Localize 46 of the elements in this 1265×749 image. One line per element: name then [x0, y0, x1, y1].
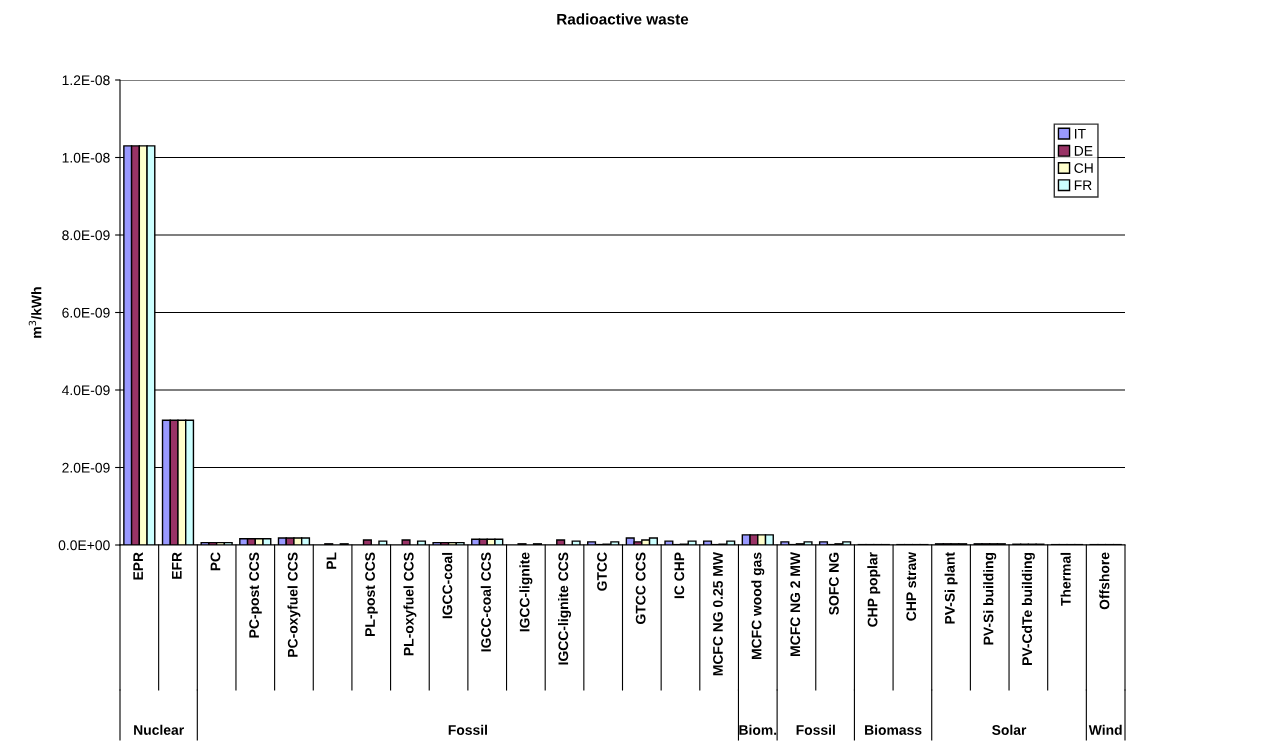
y-tick-label: 8.0E-09	[62, 230, 110, 241]
text: Wind	[1088, 724, 1122, 735]
y-tick-label: 1.0E-08	[62, 152, 110, 163]
x-tick-label: EFR	[172, 552, 182, 579]
x-tick-label: PC-oxyfuel CCS	[287, 552, 301, 657]
text: Fossil	[448, 724, 487, 735]
x-tick-label: PL	[326, 552, 337, 569]
x-tick-label: PL-oxyfuel CCS	[403, 552, 417, 656]
y-tick-label: 2.0E-09	[62, 462, 110, 473]
x-tick-label: IGCC-coal CCS	[480, 552, 491, 652]
x-tick-label: MCFC NG 2 MW	[790, 551, 801, 656]
legend-label: CH	[1074, 163, 1093, 173]
text: Solar	[992, 724, 1027, 735]
x-tick-label: PC-post CCS	[249, 552, 262, 638]
legend-label: IT	[1075, 128, 1086, 139]
x-tick-label: PV-CdTe building	[1021, 552, 1035, 665]
text: Biom.	[739, 724, 777, 735]
x-tick-label: IC CHP	[674, 552, 685, 599]
chart-title: Radioactive waste	[557, 13, 689, 25]
x-tick-label: PV-Si building	[983, 552, 997, 645]
x-tick-label: Offshore	[1099, 552, 1110, 610]
y-axis-title: m$^{3}$/kWh	[28, 287, 42, 338]
x-tick-label: Thermal	[1060, 552, 1071, 606]
x-tick-label: SOFC NG	[828, 552, 839, 615]
x-tick-label: PV-Si plant	[944, 552, 958, 624]
y-tick-label: 0.0E+00	[58, 540, 110, 551]
y-tick-label: 6.0E-09	[62, 307, 110, 318]
x-tick-label: PC	[210, 552, 221, 571]
x-tick-label: IGCC-coal	[442, 552, 453, 619]
text: Fossil	[796, 724, 835, 735]
y-tick-label: 1.2E-08	[62, 75, 110, 86]
x-tick-label: IGCC-lignite	[519, 552, 533, 632]
x-tick-label: MCFC wood gas	[751, 552, 765, 660]
x-tick-label: GTCC	[597, 552, 607, 591]
y-tick-label: 4.0E-09	[61, 385, 110, 396]
x-tick-label: GTCC CCS	[635, 552, 646, 624]
x-tick-label: PL-post CCS	[365, 552, 378, 636]
x-tick-label: IGCC-lignite CCS	[558, 552, 572, 665]
text: Nuclear	[134, 724, 184, 735]
x-tick-label: CHP straw	[906, 551, 917, 621]
text: Biomass	[865, 724, 922, 735]
x-tick-label: EPR	[133, 552, 143, 580]
x-tick-label: CHP poplar	[867, 552, 881, 627]
legend-label: DE	[1074, 146, 1093, 156]
legend-label: FR	[1074, 180, 1092, 191]
x-tick-label: MCFC NG 0.25 MW	[713, 551, 723, 676]
